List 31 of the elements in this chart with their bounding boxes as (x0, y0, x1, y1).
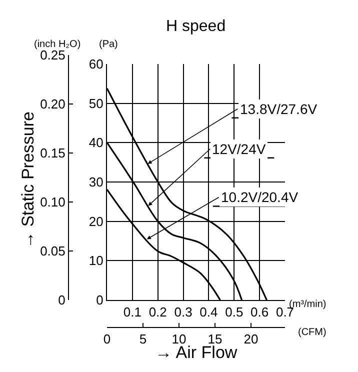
x-tick-label: 0.5 (225, 304, 244, 320)
x-tick-label: 0.3 (174, 304, 192, 320)
y2-tick-label: 10 (88, 253, 104, 268)
x-tick-label: 0.2 (148, 304, 167, 320)
x2-axis-title: (CFM) (298, 327, 326, 338)
y2-tick-label: 20 (88, 214, 104, 229)
x2-tick-label: 5 (139, 332, 147, 347)
y2-tick-label: 0 (96, 292, 104, 308)
x2-tick-label: 20 (244, 332, 258, 347)
y-axis-title: → Static Pressure (18, 112, 38, 248)
text: 12V/24V (212, 141, 266, 157)
chart-title: H speed (166, 18, 226, 35)
text: 13.8V/27.6V (240, 101, 318, 117)
text: (m³/min) (289, 299, 326, 310)
text: (inch H₂O) (34, 39, 81, 50)
y-tick-label: 0.25 (40, 48, 66, 63)
y-tick-label: 0.15 (40, 146, 66, 161)
y2-tick-label: 60 (88, 56, 104, 72)
y2-axis-title: (Pa) (99, 39, 118, 50)
x-tick-label: 0.4 (200, 304, 218, 320)
x-tick-label: 0.6 (250, 304, 269, 320)
y2-tick-label: 50 (88, 96, 104, 111)
y2-tick-label: 30 (88, 174, 104, 190)
x2-tick-label: 0 (103, 332, 111, 347)
y-tick-label: 0.10 (40, 194, 66, 210)
y2-tick-label: 40 (88, 135, 104, 150)
x-tick-label: 0.1 (123, 304, 142, 320)
y-tick-label: 0.05 (40, 244, 66, 259)
y-tick-label: 0 (58, 292, 66, 308)
text: 10.2V/20.4V (221, 189, 299, 205)
y-tick-label: 0.20 (40, 96, 66, 112)
